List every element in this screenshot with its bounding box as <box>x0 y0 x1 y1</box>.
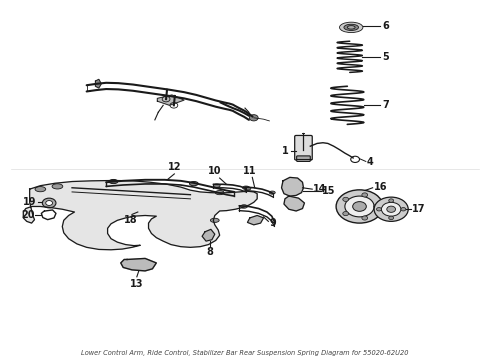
Polygon shape <box>202 229 215 241</box>
Circle shape <box>343 212 348 216</box>
Ellipse shape <box>340 22 363 32</box>
FancyBboxPatch shape <box>294 135 312 160</box>
Text: 19: 19 <box>23 197 36 207</box>
Text: 16: 16 <box>374 182 387 192</box>
Text: 7: 7 <box>382 100 389 110</box>
Text: 17: 17 <box>412 203 425 213</box>
Text: 13: 13 <box>130 279 144 288</box>
Ellipse shape <box>241 205 247 208</box>
Circle shape <box>42 198 56 208</box>
Text: 10: 10 <box>208 166 221 176</box>
Circle shape <box>376 207 381 211</box>
Polygon shape <box>247 216 264 225</box>
Text: 11: 11 <box>243 166 257 176</box>
Circle shape <box>374 197 408 221</box>
Ellipse shape <box>347 26 355 29</box>
Circle shape <box>401 207 406 211</box>
Text: Lower Control Arm, Ride Control, Stabilizer Bar Rear Suspension Spring Diagram f: Lower Control Arm, Ride Control, Stabili… <box>81 350 409 356</box>
Circle shape <box>362 193 368 197</box>
Text: 4: 4 <box>367 157 373 167</box>
Text: 18: 18 <box>123 216 137 225</box>
Text: 20: 20 <box>21 210 34 220</box>
Ellipse shape <box>215 190 224 195</box>
Polygon shape <box>282 177 303 196</box>
Circle shape <box>345 196 374 217</box>
Circle shape <box>389 199 393 202</box>
Circle shape <box>249 115 258 121</box>
Text: 8: 8 <box>206 247 213 257</box>
Polygon shape <box>157 95 184 105</box>
Text: 1: 1 <box>282 146 289 156</box>
Polygon shape <box>24 180 257 250</box>
Text: 5: 5 <box>382 52 389 62</box>
Polygon shape <box>121 258 156 271</box>
Text: 14: 14 <box>313 184 327 194</box>
Ellipse shape <box>52 184 63 189</box>
Ellipse shape <box>190 181 198 186</box>
Ellipse shape <box>270 191 275 194</box>
Text: 12: 12 <box>168 162 181 172</box>
FancyBboxPatch shape <box>296 156 310 161</box>
Ellipse shape <box>245 187 251 190</box>
Text: 6: 6 <box>382 21 389 31</box>
Circle shape <box>336 190 383 223</box>
Circle shape <box>374 204 379 208</box>
Circle shape <box>343 197 348 202</box>
Ellipse shape <box>243 186 249 189</box>
Ellipse shape <box>109 179 118 184</box>
Circle shape <box>387 206 395 212</box>
Polygon shape <box>96 79 101 88</box>
Circle shape <box>389 216 393 220</box>
Text: 15: 15 <box>322 186 336 196</box>
Ellipse shape <box>35 186 46 192</box>
Text: 9: 9 <box>270 218 276 228</box>
Ellipse shape <box>213 184 220 188</box>
Circle shape <box>381 202 401 216</box>
Circle shape <box>362 216 368 220</box>
Ellipse shape <box>210 218 219 222</box>
Polygon shape <box>284 196 304 211</box>
Circle shape <box>46 201 52 206</box>
Ellipse shape <box>344 24 359 31</box>
Circle shape <box>353 202 367 211</box>
